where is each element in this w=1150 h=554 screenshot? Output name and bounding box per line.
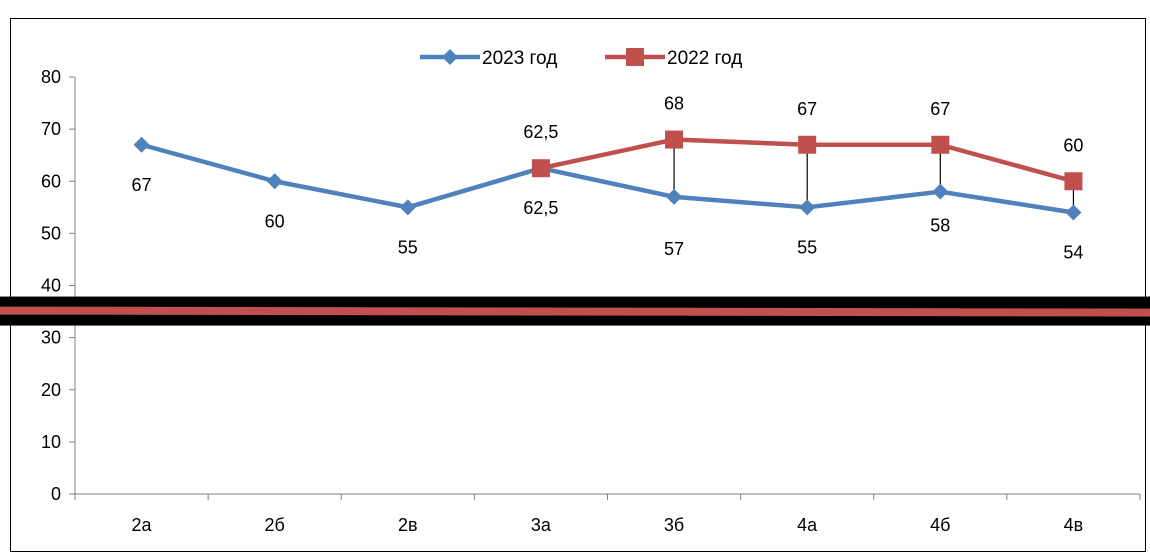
data-label-2023: 55: [398, 237, 418, 257]
x-tick-label: 3б: [664, 515, 684, 535]
y-tick-label: 40: [41, 276, 61, 296]
data-label-2023: 58: [930, 216, 950, 236]
y-tick-label: 30: [41, 328, 61, 348]
x-tick-label: 2в: [398, 515, 418, 535]
data-label-2023: 54: [1063, 243, 1083, 263]
y-tick-label: 10: [41, 432, 61, 452]
legend-label-2023: 2023 год: [482, 48, 557, 69]
diamond-marker: [266, 173, 283, 190]
diamond-marker: [133, 136, 150, 153]
legend-diamond-marker: [442, 49, 458, 65]
diamond-marker: [666, 188, 683, 205]
series-layer: [133, 130, 1083, 221]
diamond-marker: [1065, 204, 1082, 221]
diamond-marker: [932, 183, 949, 200]
square-marker: [1064, 172, 1083, 191]
data-label-2022: 67: [930, 99, 950, 119]
y-tick-label: 50: [41, 223, 61, 243]
y-tick-label: 0: [51, 484, 61, 504]
data-label-2023: 55: [797, 237, 817, 257]
x-tick-label: 2б: [265, 515, 285, 535]
axes: 0 10 20 30 40 50 60 70 80 2а 2б 2в 3а 3б 4а 4б 4в: [41, 67, 1141, 535]
square-marker: [798, 135, 817, 154]
y-tick-label: 70: [41, 119, 61, 139]
x-tick-label: 2а: [132, 515, 153, 535]
square-marker: [531, 159, 550, 178]
square-marker: [665, 130, 684, 149]
diamond-marker: [799, 199, 816, 216]
x-tick-label: 4б: [930, 515, 950, 535]
data-label-2023: 57: [664, 239, 684, 259]
series-line-2023: [140, 142, 1074, 215]
data-label-2022: 60: [1063, 135, 1083, 155]
square-marker: [931, 135, 950, 154]
legend-square-marker: [626, 48, 644, 66]
data-label-2023: 60: [265, 211, 285, 231]
x-tick-label: 4а: [797, 515, 818, 535]
data-label-2023: 67: [132, 175, 152, 195]
x-tick-label: 3а: [531, 515, 552, 535]
data-label-2022: 62,5: [523, 122, 558, 142]
threshold-line: [0, 306, 1150, 317]
threshold-band: [0, 296, 1150, 326]
legend: 2023 год 2022 год: [420, 48, 742, 69]
diamond-marker: [399, 199, 416, 216]
legend-label-2022: 2022 год: [667, 48, 742, 69]
y-tick-label: 60: [41, 171, 61, 191]
data-label-2022: 68: [664, 94, 684, 114]
data-label-2022: 67: [797, 99, 817, 119]
data-label-2023: 62,5: [523, 198, 558, 218]
chart-frame: [10, 18, 1146, 552]
y-tick-label: 20: [41, 380, 61, 400]
x-tick-label: 4в: [1064, 515, 1084, 535]
y-tick-label: 80: [41, 67, 61, 87]
data-labels: 67 60 55 62,5 57 55 58 54 62,5 68 67 67 60: [132, 94, 1084, 263]
